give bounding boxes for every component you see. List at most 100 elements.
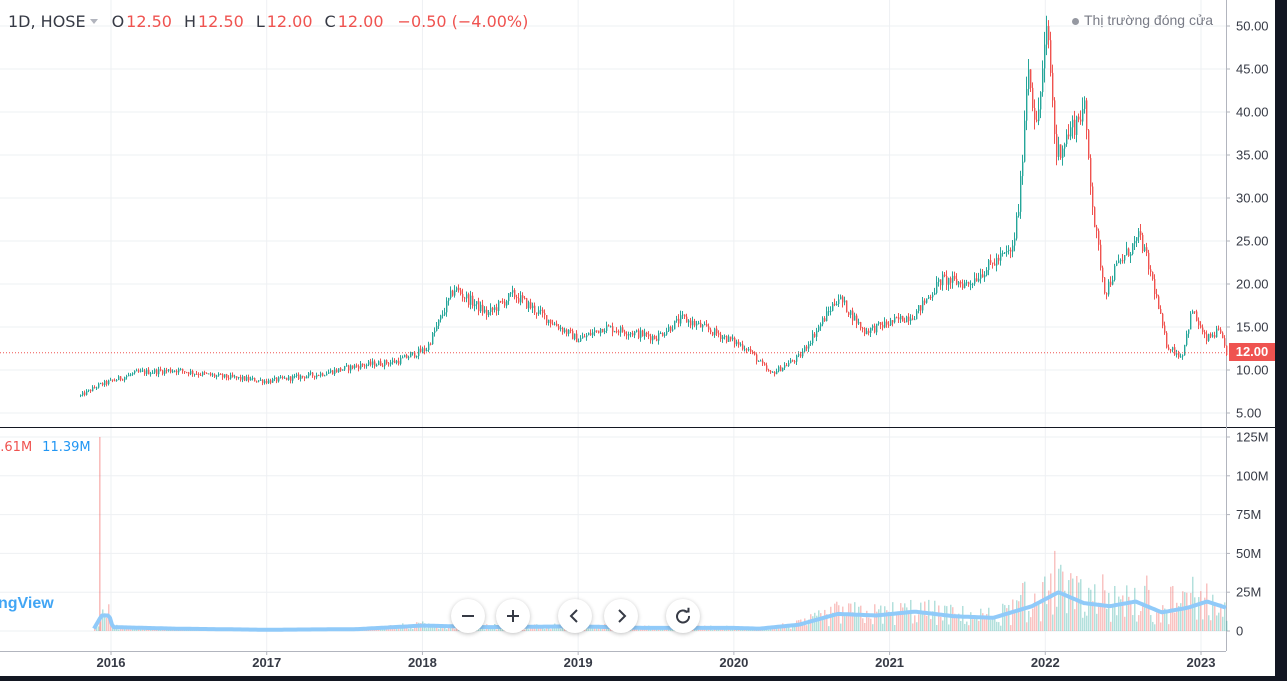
candle-body	[1048, 26, 1050, 41]
volume-bar	[900, 603, 902, 631]
volume-bar	[960, 620, 962, 631]
candle-body	[286, 377, 288, 380]
candle-body	[378, 361, 380, 365]
volume-bar	[1100, 602, 1102, 631]
candle-body	[84, 392, 86, 395]
last-price-label: 12.00	[1229, 343, 1275, 361]
scroll-left-button[interactable]	[558, 599, 592, 633]
candle-body	[646, 332, 648, 335]
volume-bar	[1148, 589, 1150, 631]
zoom-out-button[interactable]	[451, 599, 485, 633]
volume-bar	[1084, 611, 1086, 631]
candle-body	[918, 305, 920, 311]
minus-icon	[462, 615, 474, 617]
candle-body	[650, 336, 652, 341]
candle-body	[1096, 227, 1098, 231]
candle-body	[622, 327, 624, 332]
candle-body	[1142, 234, 1144, 251]
volume-bar	[1046, 604, 1048, 631]
candle-body	[390, 362, 392, 365]
candle-body	[346, 365, 348, 367]
volume-bar	[528, 629, 530, 631]
volume-bar	[936, 624, 938, 631]
market-status: Thị trường đóng cửa	[1072, 12, 1213, 28]
volume-bar	[1042, 582, 1044, 631]
candle-body	[836, 304, 838, 306]
candle-body	[604, 330, 606, 333]
volume-bar	[426, 628, 428, 631]
candle-body	[162, 370, 164, 374]
candle-body	[582, 336, 584, 339]
candle-body	[550, 319, 552, 324]
candle-body	[446, 300, 448, 313]
candle-body	[778, 366, 780, 372]
high-value: 12.50	[198, 12, 244, 31]
candle-body	[972, 283, 974, 285]
scroll-right-button[interactable]	[604, 599, 638, 633]
volume-bar	[400, 627, 402, 631]
candle-body	[258, 380, 260, 382]
price-axis-label: 30.00	[1236, 191, 1269, 206]
candle-body	[528, 302, 530, 309]
candle-body	[686, 316, 688, 323]
candle-body	[1046, 26, 1048, 45]
volume-bar	[1034, 593, 1036, 631]
candle-body	[116, 380, 118, 382]
candle-body	[1162, 313, 1164, 326]
volume-bar	[882, 623, 884, 631]
candle-body	[188, 372, 190, 375]
candle-body	[958, 282, 960, 285]
candle-body	[1170, 349, 1172, 351]
candle-body	[270, 380, 272, 383]
chevron-down-icon[interactable]	[89, 18, 98, 24]
volume-bar	[1050, 573, 1052, 631]
reset-chart-button[interactable]	[666, 599, 700, 633]
open-key: O	[111, 12, 125, 31]
candle-body	[112, 379, 114, 381]
candle-body	[1144, 247, 1146, 251]
candle-body	[302, 375, 304, 377]
volume-bar	[1008, 604, 1010, 631]
volume-bar	[1068, 580, 1070, 631]
status-dot-icon	[1072, 17, 1079, 25]
candle-body	[296, 374, 298, 376]
candle-body	[880, 322, 882, 325]
candle-body	[414, 352, 416, 358]
volume-bar	[1210, 620, 1212, 631]
candle-body	[756, 354, 758, 362]
candle-body	[312, 372, 314, 376]
volume-bar	[802, 622, 804, 631]
candle-body	[636, 330, 638, 332]
zoom-in-button[interactable]	[496, 599, 530, 633]
candle-body	[458, 287, 460, 291]
candle-body	[766, 365, 768, 370]
candle-body	[830, 310, 832, 312]
candle-body	[706, 324, 708, 327]
volume-bar	[858, 606, 860, 631]
volume-bar	[144, 629, 146, 631]
candle-body	[638, 330, 640, 338]
volume-bar	[1188, 606, 1190, 631]
candle-body	[812, 333, 814, 344]
volume-bar	[890, 614, 892, 631]
volume-bar	[964, 623, 966, 631]
candle-body	[588, 332, 590, 336]
candle-body	[216, 375, 218, 377]
candle-body	[460, 290, 462, 294]
volume-bar	[1214, 603, 1216, 631]
candle-body	[566, 329, 568, 334]
symbol-interval[interactable]: 1D, HOSE	[8, 12, 86, 31]
candle-body	[454, 290, 456, 296]
candle-body	[1184, 344, 1186, 356]
candle-body	[1070, 127, 1072, 137]
volume-bar	[972, 619, 974, 631]
candle-body	[798, 354, 800, 356]
candle-body	[1054, 100, 1056, 135]
volume-bar	[654, 629, 656, 631]
volume-bar	[1138, 615, 1140, 631]
candle-body	[1036, 119, 1038, 122]
volume-bar	[966, 621, 968, 631]
volume-bar	[122, 627, 124, 631]
